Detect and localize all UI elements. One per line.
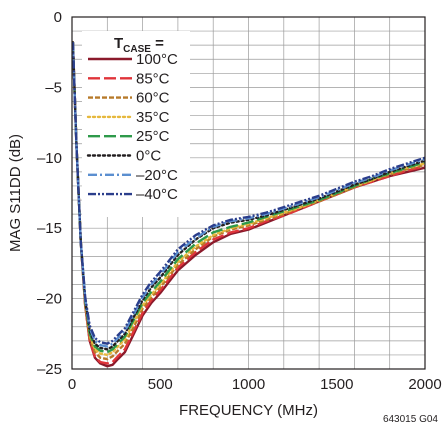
y-tick-label: –5	[45, 79, 62, 96]
legend-label: 25°C	[136, 128, 170, 145]
legend-label: –40°C	[136, 186, 178, 203]
plot-border	[71, 16, 426, 370]
legend-label: 85°C	[136, 70, 170, 87]
legend-label: 35°C	[136, 109, 170, 126]
x-tick-label: 1000	[232, 376, 265, 393]
series-lines	[71, 41, 427, 368]
legend-title-suffix: =	[151, 35, 164, 52]
legend-label: 100°C	[136, 51, 178, 68]
figure-id: 643015 G04	[383, 414, 438, 423]
x-tick-label: 1500	[320, 376, 353, 393]
y-tick-label: –20	[37, 291, 62, 308]
plot-frame	[71, 16, 426, 370]
legend-label: 0°C	[136, 148, 161, 165]
legend-title-main: T	[114, 35, 123, 52]
y-tick-label: –25	[37, 361, 62, 378]
x-tick-label: 0	[68, 376, 76, 393]
x-axis-label: FREQUENCY (MHz)	[179, 402, 318, 419]
y-tick-label: –10	[37, 150, 62, 167]
legend-title: TCASE =	[114, 35, 164, 55]
legend-label: –20°C	[136, 167, 178, 184]
series-line-1	[71, 42, 426, 365]
series-line-7	[71, 42, 426, 345]
series-line-2	[71, 42, 426, 361]
legend-background	[82, 31, 190, 217]
y-tick-label: 0	[54, 9, 62, 26]
legend: TCASE = 100°C 85°C 60°C 35°C 25°C 0°C –20°C –40…	[82, 31, 190, 217]
legend-title-subscript: CASE	[123, 44, 151, 55]
series-line-4	[71, 42, 426, 354]
y-tick-label: –15	[37, 220, 62, 237]
series-line-5	[71, 41, 427, 351]
x-tick-label: 500	[148, 376, 173, 393]
legend-label: 60°C	[136, 90, 170, 107]
tick-labels: 0 500 1000 1500 2000 0 –5 –10 –15 –20 –25	[37, 9, 442, 393]
y-axis-label: MAG S11DD (dB)	[7, 134, 24, 252]
x-tick-label: 2000	[408, 376, 441, 393]
